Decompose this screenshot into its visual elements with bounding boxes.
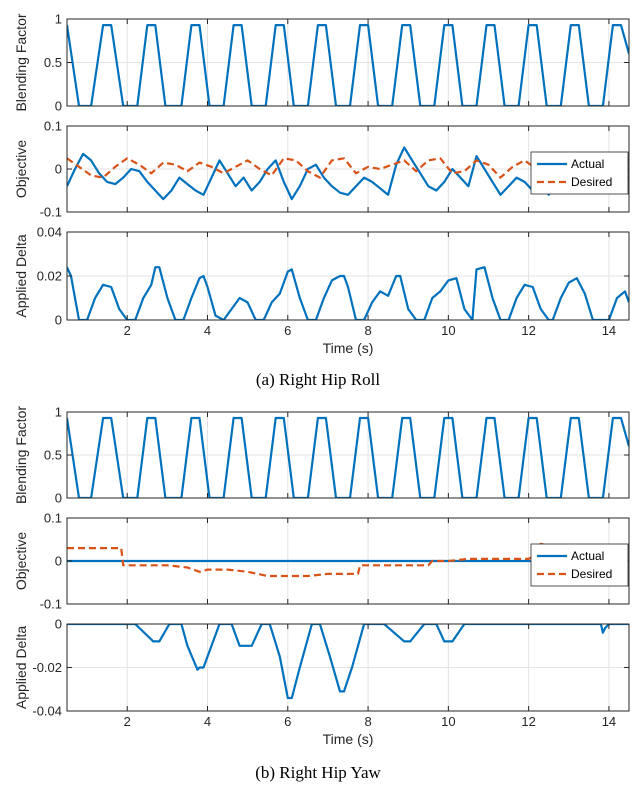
xtick-label: 6	[284, 714, 291, 729]
ytick-label: 0.5	[44, 448, 62, 463]
xtick-label: 14	[602, 323, 616, 338]
ytick-label: 0.04	[37, 225, 62, 240]
legend: Actual Desired	[530, 151, 629, 195]
ytick-label: 0.1	[44, 119, 62, 134]
xtick-label: 12	[521, 714, 535, 729]
legend-label-desired: Desired	[571, 175, 612, 189]
series-line-actual	[67, 416, 629, 498]
series-line-desired	[67, 542, 569, 578]
panel-a-blending-factor: 0 0.5 1 Blending Factor	[13, 12, 630, 114]
xlabel: Time (s)	[323, 731, 374, 747]
panel-b-objective: -0.1 0 0.1 Objective Actual Desired	[13, 511, 630, 612]
ytick-label: 0.5	[44, 55, 62, 70]
panel-a-objective: -0.1 0 0.1 Objective Actual Desired	[13, 119, 630, 220]
panel-b-blending-factor: 0 0.5 1 Blending Factor	[13, 405, 630, 506]
panel-b-applied-delta: 2 4 6 8 10 12 14 -0.04 -0.02 0 Applied Delta Time (…	[13, 617, 630, 747]
caption-b: (b) Right Hip Yaw	[255, 763, 381, 782]
series-line-actual	[67, 624, 629, 700]
legend-box	[530, 151, 629, 195]
legend-label-desired: Desired	[571, 567, 612, 581]
ytick-label: -0.04	[32, 704, 62, 719]
xtick-label: 2	[124, 714, 131, 729]
xtick-label: 14	[602, 714, 616, 729]
ytick-label: 0.1	[44, 511, 62, 526]
legend-label-actual: Actual	[571, 157, 604, 171]
ytick-label: 0	[55, 162, 62, 177]
ylabel: Blending Factor	[13, 406, 29, 504]
ytick-label: 1	[55, 12, 62, 27]
xtick-label: 2	[124, 323, 131, 338]
ylabel: Applied Delta	[13, 626, 29, 709]
ytick-label: -0.1	[40, 597, 62, 612]
ytick-label: 0	[55, 491, 62, 506]
xtick-label: 12	[521, 323, 535, 338]
ytick-label: 0	[55, 99, 62, 114]
series-line-actual	[67, 266, 629, 320]
ytick-label: 1	[55, 405, 62, 420]
xtick-label: 10	[441, 323, 455, 338]
xtick-label: 6	[284, 323, 291, 338]
caption-a: (a) Right Hip Roll	[255, 370, 381, 389]
legend: Actual Desired	[530, 543, 629, 587]
ylabel: Objective	[13, 532, 29, 591]
xtick-label: 4	[204, 323, 211, 338]
ytick-label: 0	[55, 313, 62, 328]
xlabel: Time (s)	[323, 340, 374, 356]
ytick-label: -0.02	[32, 660, 62, 675]
series-line-actual	[67, 24, 629, 106]
ylabel: Applied Delta	[13, 234, 29, 317]
ytick-label: 0.02	[37, 269, 62, 284]
panel-a-applied-delta: 2 4 6 8 10 12 14 0 0.02 0.04 Applied Delta Time (s)	[13, 225, 630, 356]
ylabel: Blending Factor	[13, 13, 29, 111]
xtick-label: 4	[204, 714, 211, 729]
legend-box	[530, 543, 629, 587]
xtick-label: 8	[364, 714, 371, 729]
xtick-label: 10	[441, 714, 455, 729]
ylabel: Objective	[13, 140, 29, 199]
ytick-label: 0	[55, 554, 62, 569]
legend-label-actual: Actual	[571, 549, 604, 563]
ytick-label: -0.1	[40, 205, 62, 220]
xtick-label: 8	[364, 323, 371, 338]
ytick-label: 0	[55, 617, 62, 632]
